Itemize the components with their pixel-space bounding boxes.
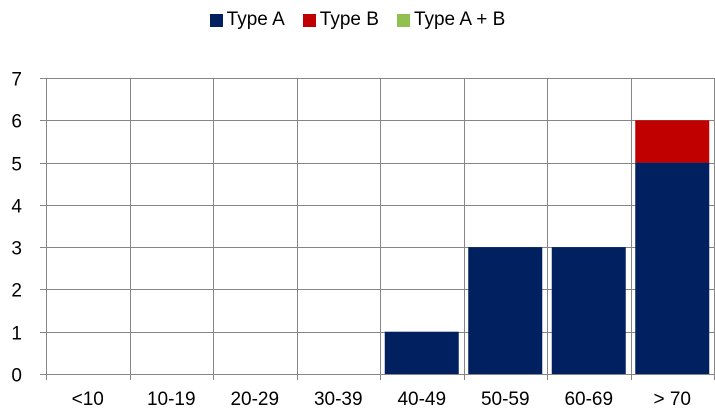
x-tick-label: 50-59 xyxy=(481,389,530,410)
y-tick-label: 2 xyxy=(11,281,22,302)
legend: Type A Type B Type A + B xyxy=(0,9,715,31)
legend-label-type-a: Type A xyxy=(226,9,285,30)
y-tick-label: 0 xyxy=(11,366,22,387)
x-tick-label: 40-49 xyxy=(397,389,446,410)
legend-item-type-a-b: Type A + B xyxy=(396,9,506,31)
x-tick-label: 30-39 xyxy=(314,389,363,410)
bar-type-a-6 xyxy=(551,247,626,374)
tick-labels: 0 1 2 3 4 5 6 7 <10 10-19 20-29 30-39 40-49 50-59 60-6… xyxy=(11,70,691,411)
y-tick-label: 1 xyxy=(11,324,22,345)
y-tick-label: 7 xyxy=(11,70,22,91)
legend-label-type-b: Type B xyxy=(319,9,379,30)
bars xyxy=(384,120,710,374)
bar-type-a-5 xyxy=(468,247,543,374)
bar-type-a-4 xyxy=(384,331,459,374)
x-tick-label: <10 xyxy=(72,389,104,410)
y-tick-label: 5 xyxy=(11,155,22,176)
legend-label-type-a-b: Type A + B xyxy=(413,9,506,30)
legend-swatch-type-b xyxy=(302,13,316,27)
bar-type-b-7 xyxy=(635,120,710,163)
bar-type-a-7 xyxy=(635,162,710,374)
legend-swatch-type-a xyxy=(209,13,223,27)
x-tick-label: 20-29 xyxy=(230,389,279,410)
legend-item-type-b: Type B xyxy=(302,9,379,31)
x-tick-label: > 70 xyxy=(653,389,691,410)
y-tick-label: 3 xyxy=(11,239,22,260)
x-tick-label: 10-19 xyxy=(147,389,196,410)
y-tick-label: 6 xyxy=(11,112,22,133)
legend-swatch-type-a-b xyxy=(396,13,410,27)
x-tick-label: 60-69 xyxy=(564,389,613,410)
y-tick-label: 4 xyxy=(11,197,22,218)
axes xyxy=(40,78,714,380)
legend-item-type-a: Type A xyxy=(209,9,285,31)
